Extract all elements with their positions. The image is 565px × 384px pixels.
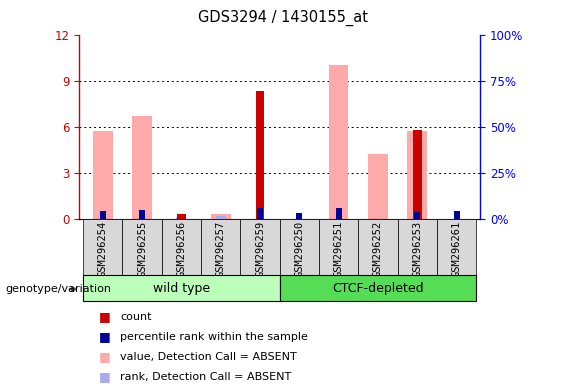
Bar: [176, 217, 186, 219]
Text: ■: ■: [99, 370, 111, 383]
Bar: [177, 214, 186, 219]
Text: GSM296251: GSM296251: [334, 220, 344, 277]
Text: value, Detection Call = ABSENT: value, Detection Call = ABSENT: [120, 352, 297, 362]
Bar: [257, 209, 263, 219]
Text: ■: ■: [99, 310, 111, 323]
Text: ■: ■: [99, 350, 111, 363]
Text: CTCF-depleted: CTCF-depleted: [332, 282, 424, 295]
Bar: [413, 130, 421, 219]
Bar: [240, 219, 280, 275]
Bar: [398, 219, 437, 275]
Bar: [454, 210, 459, 219]
Text: GSM296250: GSM296250: [294, 220, 305, 277]
Text: ■: ■: [99, 330, 111, 343]
Bar: [336, 208, 342, 219]
Bar: [329, 65, 349, 219]
Bar: [139, 210, 145, 219]
Bar: [414, 211, 420, 219]
Bar: [93, 131, 112, 219]
Bar: [132, 116, 152, 219]
Text: percentile rank within the sample: percentile rank within the sample: [120, 332, 308, 342]
Bar: [216, 216, 225, 219]
Bar: [297, 213, 302, 219]
Bar: [83, 219, 123, 275]
Text: rank, Detection Call = ABSENT: rank, Detection Call = ABSENT: [120, 372, 292, 382]
Bar: [256, 91, 264, 219]
Bar: [280, 219, 319, 275]
Text: GSM296257: GSM296257: [216, 220, 225, 277]
Text: GSM296255: GSM296255: [137, 220, 147, 277]
Bar: [358, 219, 398, 275]
Bar: [162, 219, 201, 275]
Bar: [123, 219, 162, 275]
Bar: [83, 275, 280, 301]
Bar: [407, 131, 427, 219]
Bar: [319, 219, 358, 275]
Text: GSM296252: GSM296252: [373, 220, 383, 277]
Text: GDS3294 / 1430155_at: GDS3294 / 1430155_at: [198, 10, 367, 26]
Bar: [280, 275, 476, 301]
Bar: [201, 219, 240, 275]
Bar: [437, 219, 476, 275]
Text: wild type: wild type: [153, 282, 210, 295]
Bar: [100, 210, 106, 219]
Text: genotype/variation: genotype/variation: [6, 284, 112, 294]
Text: GSM296256: GSM296256: [176, 220, 186, 277]
Bar: [211, 214, 231, 219]
Text: GSM296254: GSM296254: [98, 220, 108, 277]
Text: count: count: [120, 312, 152, 322]
Text: GSM296253: GSM296253: [412, 220, 422, 277]
Text: GSM296259: GSM296259: [255, 220, 265, 277]
Text: GSM296261: GSM296261: [451, 220, 462, 277]
Bar: [368, 154, 388, 219]
